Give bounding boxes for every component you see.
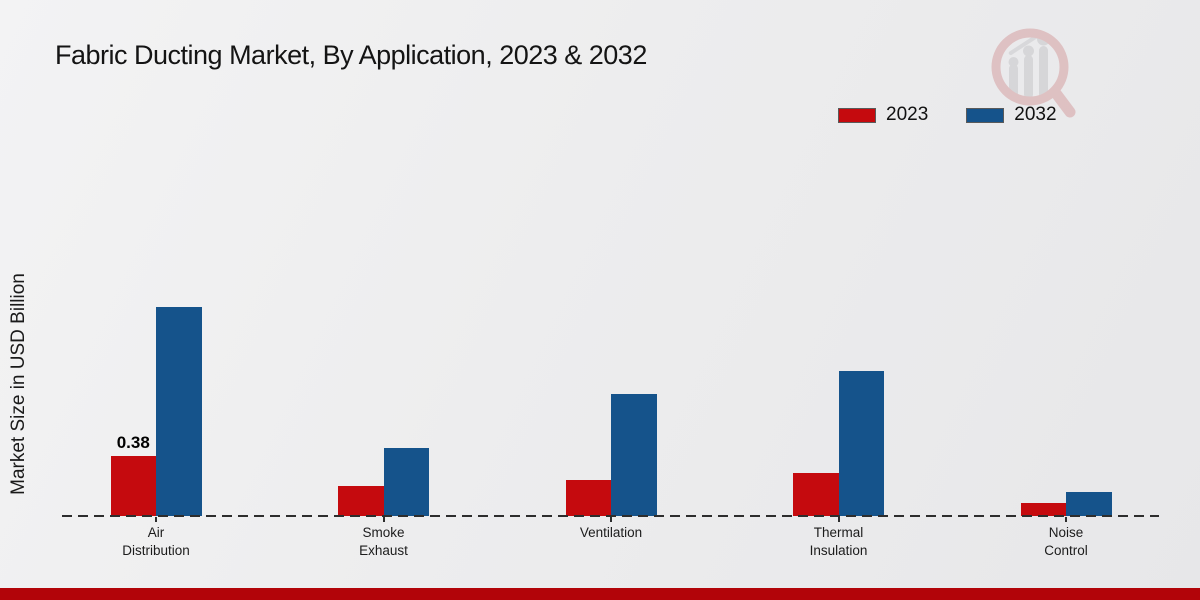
- x-tick-ventilation: [610, 517, 612, 522]
- bar-2023-thermal-insulation: [793, 473, 839, 516]
- bar-2032-thermal-insulation: [838, 371, 884, 516]
- bar-2023-smoke-exhaust: [338, 486, 384, 516]
- legend-swatch-2032: [966, 107, 1005, 123]
- x-tick-smoke-exhaust: [382, 517, 385, 522]
- legend-label-2023: 2023: [886, 104, 929, 125]
- x-tick-thermal-insulation: [837, 517, 840, 522]
- legend-label-2032: 2032: [1014, 104, 1057, 125]
- category-label-ventilation: Ventilation: [579, 525, 643, 540]
- legend-item-2023: 2023: [838, 104, 928, 126]
- zero-baseline: [62, 515, 1159, 517]
- data-label-2023-air-distribution: 0.38: [116, 432, 150, 452]
- category-label-noise-control: Noise Control: [1044, 525, 1088, 558]
- legend-item-2032: 2032: [966, 104, 1057, 126]
- bar-2032-noise-control: [1066, 492, 1112, 516]
- legend-swatch-2023: [838, 107, 876, 123]
- x-tick-air-distribution: [155, 517, 157, 522]
- category-label-smoke-exhaust: Smoke Exhaust: [359, 525, 408, 558]
- bar-2023-ventilation: [565, 480, 611, 516]
- bar-2023-noise-control: [1020, 503, 1066, 516]
- footer-accent-bar: [0, 588, 1200, 600]
- chart-title: Fabric Ducting Market, By Application, 2…: [55, 40, 647, 70]
- bar-2032-air-distribution: [156, 307, 202, 516]
- category-label-thermal-insulation: Thermal Insulation: [809, 525, 868, 558]
- bar-2032-smoke-exhaust: [383, 448, 429, 516]
- magnifier-bar-chart-logo-icon: [991, 28, 1076, 118]
- legend: 2023 2032: [838, 104, 1057, 126]
- y-axis-label: Market Size in USD Billion: [8, 273, 29, 495]
- x-tick-noise-control: [1065, 517, 1067, 522]
- bar-2023-air-distribution: [110, 456, 156, 516]
- category-label-air-distribution: Air Distribution: [122, 525, 190, 558]
- bar-2032-ventilation: [611, 394, 657, 516]
